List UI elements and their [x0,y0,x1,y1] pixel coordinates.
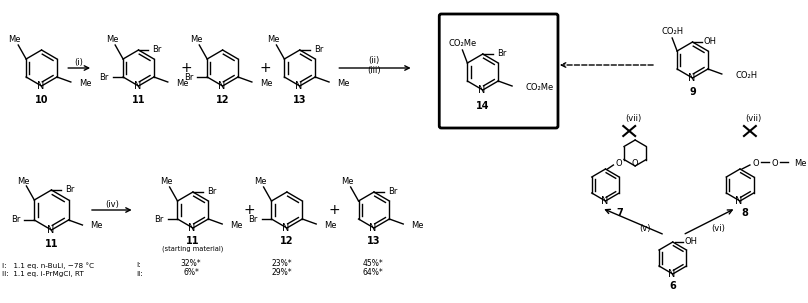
Text: N: N [369,223,377,233]
Text: 9: 9 [689,87,696,97]
Text: Br: Br [248,215,258,224]
Text: Me: Me [90,221,103,231]
Text: 11: 11 [132,95,145,105]
Text: N: N [188,223,196,233]
Text: N: N [47,225,54,235]
Text: (i): (i) [74,58,83,66]
Text: N: N [601,196,608,206]
Text: Me: Me [342,178,354,187]
Text: CO₂H: CO₂H [661,26,684,35]
Text: 32%*: 32%* [181,259,201,268]
Text: O: O [615,159,621,168]
Text: O: O [632,159,638,168]
Text: N: N [37,81,44,91]
Text: 29%*: 29%* [271,268,292,277]
Text: O: O [772,158,778,168]
Text: Me: Me [175,78,188,88]
Text: OH: OH [684,238,697,247]
Text: Br: Br [65,185,75,195]
Text: CO₂Me: CO₂Me [526,82,554,92]
Text: Me: Me [324,221,337,229]
Text: +: + [329,203,340,217]
Text: (iii): (iii) [367,66,381,75]
Text: Br: Br [207,188,217,197]
Text: Me: Me [337,78,349,88]
Text: Me: Me [255,178,267,187]
Text: Me: Me [78,78,91,88]
Text: N: N [218,81,225,91]
Text: 8: 8 [742,208,748,218]
Text: CO₂H: CO₂H [735,71,758,79]
Text: Me: Me [190,35,203,45]
Text: 6%*: 6%* [183,268,199,277]
Text: Br: Br [153,45,162,55]
Text: N: N [688,73,695,83]
Text: I:   1.1 eq. n-BuLi, −78 °C: I: 1.1 eq. n-BuLi, −78 °C [2,262,94,269]
Text: Br: Br [388,188,398,197]
Text: 12: 12 [280,236,293,246]
Text: +: + [180,61,191,75]
Text: 10: 10 [35,95,48,105]
Text: (ii): (ii) [368,56,380,65]
Text: 13: 13 [293,95,306,105]
Text: CO₂Me: CO₂Me [448,38,477,48]
Text: (vii): (vii) [746,114,762,122]
Text: N: N [134,81,141,91]
Text: N: N [295,81,302,91]
Text: Me: Me [160,178,173,187]
Text: Me: Me [260,78,272,88]
Text: Br: Br [11,215,20,225]
Text: Br: Br [99,72,109,82]
Text: OH: OH [704,38,717,46]
Text: Br: Br [497,49,507,58]
Text: 6: 6 [669,281,676,291]
Text: (starting material): (starting material) [162,246,224,252]
Text: N: N [668,269,675,279]
Text: N: N [735,196,743,206]
Text: Me: Me [794,159,807,168]
Text: 45%*: 45%* [363,259,383,268]
Text: Me: Me [267,35,280,45]
Text: Br: Br [314,45,323,55]
Text: Me: Me [411,221,423,229]
Text: +: + [259,61,271,75]
Text: Me: Me [106,35,119,45]
Text: Me: Me [17,177,30,185]
Text: 11: 11 [44,239,58,249]
Text: Me: Me [230,221,242,229]
Text: 13: 13 [367,236,381,246]
Text: 64%*: 64%* [363,268,383,277]
Text: II:: II: [137,271,143,277]
Text: 7: 7 [616,208,623,218]
Text: O: O [752,158,760,168]
Text: I:: I: [137,262,141,268]
Text: 12: 12 [216,95,229,105]
Text: Me: Me [8,35,20,45]
Text: N: N [478,85,486,95]
Text: (v): (v) [639,224,650,232]
Text: (vii): (vii) [625,114,642,122]
Text: Br: Br [183,72,193,82]
Text: (vi): (vi) [711,224,726,232]
Text: 23%*: 23%* [271,259,292,268]
Text: +: + [243,203,255,217]
Text: II:  1.1 eq. i-PrMgCl, RT: II: 1.1 eq. i-PrMgCl, RT [2,271,84,277]
Text: (iv): (iv) [105,199,119,208]
Text: 14: 14 [476,101,490,111]
Text: 11: 11 [186,236,200,246]
Text: N: N [282,223,289,233]
Text: Br: Br [154,215,163,224]
